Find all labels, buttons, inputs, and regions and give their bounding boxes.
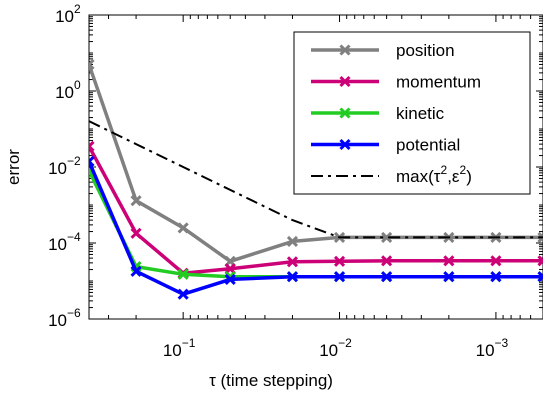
x-axis-label: τ (time stepping) bbox=[209, 371, 333, 390]
data-point bbox=[537, 255, 543, 267]
legend-label: position bbox=[396, 41, 455, 60]
y-axis-label: error bbox=[4, 149, 23, 185]
y-tick-label: 100 bbox=[55, 78, 81, 102]
series-line bbox=[89, 145, 543, 275]
data-point bbox=[89, 140, 95, 152]
series-4 bbox=[89, 120, 543, 239]
data-point bbox=[130, 265, 142, 277]
y-tick-label: 102 bbox=[55, 2, 81, 26]
data-point bbox=[224, 273, 236, 285]
data-point bbox=[130, 195, 142, 207]
data-point bbox=[537, 271, 543, 283]
data-point bbox=[490, 255, 502, 267]
legend-marker bbox=[339, 44, 351, 56]
legend-label: potential bbox=[396, 136, 460, 155]
data-point bbox=[130, 227, 142, 239]
series-line bbox=[89, 160, 543, 296]
data-point bbox=[177, 268, 189, 280]
data-point bbox=[537, 231, 543, 244]
x-minor-ticks bbox=[88, 15, 543, 319]
y-tick-label: 10−6 bbox=[48, 306, 81, 330]
x-tick-label: 10−1 bbox=[163, 336, 196, 360]
data-point bbox=[89, 58, 95, 70]
data-point bbox=[443, 255, 455, 267]
legend-marker bbox=[339, 75, 351, 88]
legend-marker bbox=[339, 107, 351, 119]
legend-marker bbox=[339, 138, 351, 151]
data-point bbox=[381, 255, 393, 267]
y-tick-label: 10−4 bbox=[48, 230, 81, 254]
data-point bbox=[381, 271, 393, 283]
data-point bbox=[177, 288, 189, 300]
data-point bbox=[286, 235, 299, 247]
legend: position momentum kinetic potential max(τ2,ε… bbox=[293, 31, 531, 195]
data-point bbox=[381, 231, 393, 244]
data-point bbox=[333, 255, 346, 267]
legend-label: momentum bbox=[396, 73, 481, 92]
data-point bbox=[333, 271, 346, 283]
x-tick-label: 10−3 bbox=[476, 336, 509, 360]
legend-label: kinetic bbox=[396, 104, 445, 123]
data-point bbox=[89, 155, 95, 168]
data-point bbox=[443, 271, 455, 283]
data-point bbox=[177, 222, 189, 234]
series-3 bbox=[89, 155, 543, 300]
x-tick-label: 10−2 bbox=[319, 336, 352, 360]
series-line bbox=[89, 120, 543, 239]
data-point bbox=[286, 256, 299, 268]
data-point bbox=[286, 271, 299, 283]
data-point bbox=[490, 271, 502, 283]
legend-label: max(τ2,ε2) bbox=[396, 163, 472, 186]
y-tick-label: 10−2 bbox=[48, 154, 81, 178]
